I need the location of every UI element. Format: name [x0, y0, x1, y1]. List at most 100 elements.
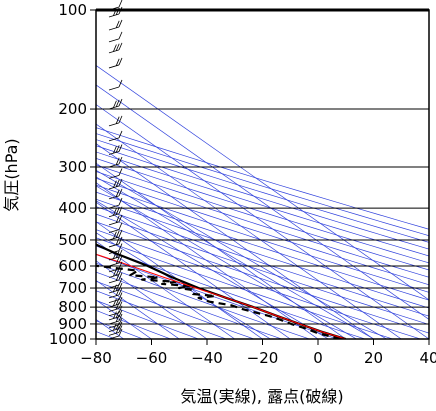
- mixing-ratio-line: [96, 200, 329, 339]
- wind-barb-feather: [115, 43, 120, 51]
- dry-adiabat-line: [96, 245, 365, 339]
- dry-adiabat-line: [96, 300, 199, 339]
- wind-barb: [108, 236, 123, 248]
- wind-barb-feather: [113, 323, 117, 331]
- y-tick-label: 1000: [49, 330, 87, 348]
- wind-barb: [108, 115, 123, 127]
- wind-barb-feather: [118, 178, 123, 187]
- y-axis-title: 気圧(hPa): [2, 138, 21, 211]
- wind-barb-feather: [115, 326, 120, 334]
- wind-barb-feather: [118, 305, 123, 313]
- wind-barb: [108, 197, 123, 209]
- wind-barb: [108, 292, 123, 303]
- wind-barb-feather: [118, 130, 123, 139]
- wind-barb-staff: [108, 204, 120, 209]
- wind-barb-feather: [118, 243, 123, 251]
- wind-barb-feather: [115, 302, 120, 310]
- y-tick-label: 200: [58, 100, 87, 118]
- wind-barb: [108, 214, 123, 226]
- wind-barb-staff: [108, 316, 120, 321]
- wind-barb-feather: [113, 208, 117, 216]
- x-tick-label: −20: [247, 349, 279, 367]
- wind-barb: [108, 222, 123, 234]
- wind-barb-staff: [108, 151, 120, 155]
- isotherm-line: [96, 64, 429, 301]
- y-tick-label: 400: [58, 199, 87, 217]
- wind-barb-feather: [115, 297, 120, 306]
- sounding-series: [96, 243, 347, 339]
- wind-barb: [108, 130, 123, 142]
- wind-barb-feather: [115, 322, 120, 330]
- wind-barb-staff: [108, 312, 120, 317]
- dry-adiabat-line: [96, 157, 429, 264]
- wind-barb: [108, 229, 123, 241]
- wind-barb-feather: [113, 231, 117, 239]
- dry-adiabat-line: [96, 280, 254, 339]
- wind-barb-feather: [113, 311, 117, 319]
- x-axis-ticks: −80 −60 −40 −20 0 20 40: [80, 339, 436, 367]
- wind-barb: [108, 156, 123, 168]
- wind-barb-feather: [118, 261, 123, 270]
- wind-barb: [108, 317, 123, 329]
- wind-barb-staff: [108, 289, 120, 294]
- wind-barb-feather: [113, 298, 117, 306]
- wind-barb-feather: [118, 282, 123, 291]
- wind-barb-feather: [118, 115, 123, 124]
- wind-barb-feather: [113, 146, 117, 154]
- wind-barb-staff: [108, 163, 120, 168]
- wind-barb-feather: [118, 229, 123, 238]
- wind-barb-feather: [118, 321, 123, 329]
- y-tick-label: 300: [58, 158, 87, 176]
- wind-barb-feather: [115, 116, 120, 124]
- wind-barb: [108, 255, 123, 267]
- wind-barb-feather: [118, 188, 123, 197]
- wind-barb-feather: [118, 79, 123, 88]
- wind-barb: [108, 249, 123, 261]
- wind-barb-feather: [118, 287, 123, 296]
- wind-barb-feather: [115, 145, 120, 153]
- wind-barb-feather: [118, 301, 123, 309]
- wind-barb: [108, 98, 123, 110]
- wind-barb-feather: [113, 268, 117, 277]
- wind-barb-feather: [118, 144, 123, 152]
- x-tick-label: 20: [364, 349, 383, 367]
- wind-barb-staff: [108, 256, 120, 261]
- wind-barb: [108, 144, 123, 155]
- isotherm-line: [96, 84, 429, 320]
- isotherm-line: [96, 240, 235, 339]
- wind-barb-feather: [118, 292, 123, 300]
- wind-barb-staff: [108, 213, 120, 218]
- wind-barb-feather: [118, 325, 123, 333]
- wind-barb-staff: [108, 284, 120, 289]
- dry-adiabat-line: [96, 206, 429, 317]
- wind-barb-feather: [118, 214, 123, 223]
- wind-barb-feather: [118, 156, 123, 165]
- wind-barb-feather: [115, 310, 120, 318]
- dry-adiabat-line: [96, 229, 421, 339]
- wind-barb-feather: [118, 19, 123, 28]
- wind-barb-feather: [113, 251, 117, 259]
- wind-barb: [108, 309, 123, 321]
- wind-barb-feather: [113, 100, 117, 108]
- wind-barb: [108, 243, 123, 254]
- wind-barb-feather: [118, 272, 123, 280]
- dry-adiabat-line: [96, 221, 429, 334]
- wind-barb: [108, 57, 123, 69]
- wind-barb: [108, 296, 123, 308]
- wind-barb-feather: [118, 206, 123, 214]
- wind-barb-feather: [115, 58, 120, 66]
- dry-adiabat-line: [96, 191, 429, 301]
- wind-barb-staff: [108, 175, 120, 179]
- wind-barb-feather: [113, 44, 117, 52]
- wind-barb-staff: [108, 185, 120, 190]
- wind-barb-staff: [108, 86, 120, 91]
- wind-barb-staff: [108, 26, 120, 31]
- wind-barb: [108, 261, 123, 273]
- wind-barb-staff: [108, 13, 120, 18]
- wind-barb-staff: [108, 38, 120, 43]
- y-tick-label: 900: [58, 315, 87, 333]
- wind-barb-staff: [108, 262, 120, 267]
- x-tick-label: 40: [419, 349, 436, 367]
- wind-barb: [108, 313, 123, 325]
- mixing-ratio-line: [96, 169, 387, 339]
